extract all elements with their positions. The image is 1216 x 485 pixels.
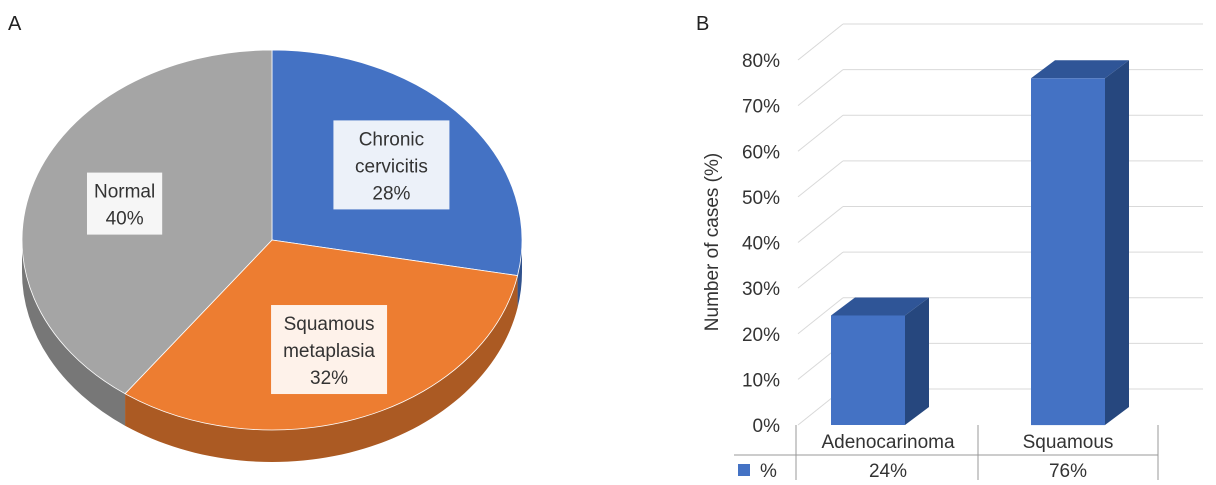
pie-data-label-1: Squamous metaplasia 32% bbox=[271, 305, 388, 395]
x-category-label: Squamous bbox=[1023, 432, 1114, 453]
pie-chart: A Chronic cervicitis 28% Squamous metaplasia… bbox=[8, 13, 523, 462]
data-table-value: 76% bbox=[1049, 461, 1087, 480]
pie-slice-percent-text: 32% bbox=[310, 368, 348, 389]
data-table-value: 24% bbox=[869, 461, 907, 480]
y-tick-label: 10% bbox=[742, 370, 780, 391]
panel-b-letter: B bbox=[696, 13, 709, 35]
gridline-depth bbox=[797, 251, 844, 289]
bar-front bbox=[1031, 78, 1105, 426]
pie-label-box bbox=[86, 172, 163, 235]
bar-side bbox=[905, 297, 929, 425]
pie-group: Chronic cervicitis 28% Squamous metaplasia 32… bbox=[21, 49, 523, 462]
bar-0 bbox=[831, 297, 929, 425]
pie-slice-label-text: cervicitis bbox=[355, 156, 428, 177]
y-tick-label: 80% bbox=[742, 51, 780, 72]
bar-front bbox=[831, 315, 905, 425]
gridline-depth bbox=[797, 206, 844, 243]
bar-chart-panel: B 0% 10% 20% 30% 40% 50% 60% 70% 80% Number of ca… bbox=[688, 0, 1216, 482]
bar-top bbox=[1031, 60, 1129, 79]
x-category-label: Adenocarinoma bbox=[821, 432, 955, 453]
pie-slice-label-text: Chronic bbox=[359, 129, 424, 150]
gridline-depth bbox=[797, 297, 844, 335]
bar-top bbox=[831, 297, 929, 316]
bar-1 bbox=[1031, 60, 1129, 426]
gridline-depth bbox=[797, 114, 844, 152]
panel-a-letter: A bbox=[8, 13, 22, 35]
pie-slice-percent-text: 40% bbox=[106, 209, 144, 230]
legend-swatch bbox=[738, 464, 750, 476]
bar-group: 0% 10% 20% 30% 40% 50% 60% 70% 80% Number of case… bbox=[702, 23, 1203, 482]
pie-side-2 bbox=[22, 240, 126, 426]
y-tick-label: 30% bbox=[742, 279, 780, 300]
pie-slice-label-text: Normal bbox=[94, 182, 155, 203]
y-tick-label: 20% bbox=[742, 325, 780, 346]
pie-slice-label-text: Squamous bbox=[284, 314, 375, 335]
pie-data-label-0: Chronic cervicitis 28% bbox=[333, 120, 450, 210]
y-tick-label: 60% bbox=[742, 142, 780, 163]
pie-label-box bbox=[333, 120, 450, 210]
bar-side bbox=[1105, 60, 1129, 425]
y-tick-label: 0% bbox=[753, 416, 781, 437]
y-tick-label: 50% bbox=[742, 188, 780, 209]
pie-slice-percent-text: 28% bbox=[372, 183, 410, 204]
y-tick-label: 70% bbox=[742, 97, 780, 118]
gridline-depth bbox=[797, 160, 844, 198]
pie-data-label-2: Normal 40% bbox=[86, 172, 163, 235]
y-axis-title: Number of cases (%) bbox=[702, 153, 723, 331]
y-tick-label: 40% bbox=[742, 234, 780, 255]
gridline-depth bbox=[797, 69, 844, 107]
bar-chart: B 0% 10% 20% 30% 40% 50% 60% 70% 80% Number of ca… bbox=[696, 13, 1203, 482]
pie-label-box bbox=[271, 305, 388, 395]
pie-slice-label-text: metaplasia bbox=[283, 341, 375, 362]
pie-side-0 bbox=[517, 240, 522, 308]
pie-chart-panel: A Chronic cervicitis 28% Squamous metaplasia… bbox=[0, 0, 560, 480]
gridline-depth bbox=[797, 23, 844, 61]
legend-series-name: % bbox=[760, 461, 777, 480]
pie-side-1 bbox=[125, 275, 518, 462]
